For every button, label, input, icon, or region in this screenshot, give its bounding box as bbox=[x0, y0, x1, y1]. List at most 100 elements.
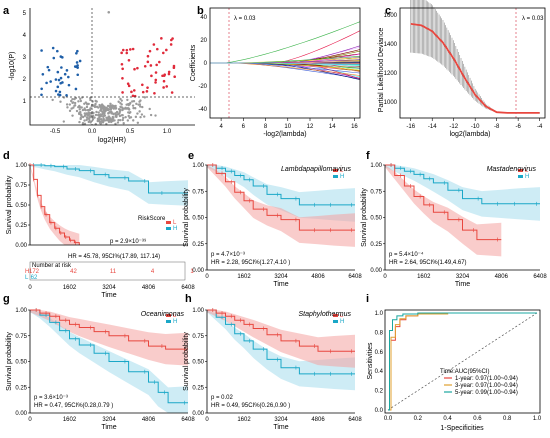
point bbox=[83, 102, 86, 106]
point bbox=[103, 119, 107, 122]
tick-label: 0.50 bbox=[15, 360, 27, 366]
survival-curve bbox=[30, 164, 80, 245]
point bbox=[155, 47, 159, 51]
tick-label: 1602 bbox=[237, 417, 251, 423]
point bbox=[100, 113, 104, 116]
point bbox=[93, 104, 97, 108]
point bbox=[121, 118, 124, 122]
tick-label: 1.00 bbox=[370, 163, 382, 169]
point bbox=[129, 101, 132, 105]
point bbox=[97, 106, 100, 109]
tick-label: 4806 bbox=[495, 274, 509, 280]
point bbox=[162, 86, 165, 89]
tick-label: 6408 bbox=[348, 417, 362, 423]
legend-title: Time:AUC(95%CI) bbox=[440, 369, 489, 375]
panel-title: Staphylothermus bbox=[298, 311, 351, 318]
point bbox=[89, 98, 92, 102]
point bbox=[121, 67, 124, 71]
point bbox=[68, 103, 72, 106]
point bbox=[61, 81, 64, 84]
point bbox=[152, 43, 156, 46]
point bbox=[143, 64, 147, 68]
point bbox=[99, 120, 103, 124]
point bbox=[114, 114, 118, 118]
point bbox=[121, 76, 124, 80]
point bbox=[106, 107, 110, 111]
point bbox=[114, 122, 117, 126]
y-axis-label: Survival probability bbox=[6, 175, 13, 234]
point bbox=[161, 51, 165, 55]
point bbox=[110, 106, 114, 110]
point bbox=[63, 72, 67, 76]
point bbox=[75, 61, 79, 64]
legend-swatch-h bbox=[518, 175, 523, 178]
tick-label: 1.00 bbox=[15, 163, 27, 169]
tick-label: 0.5 bbox=[126, 129, 135, 135]
point bbox=[154, 114, 157, 117]
point bbox=[99, 115, 103, 118]
point bbox=[49, 80, 52, 83]
point bbox=[76, 64, 79, 67]
point bbox=[65, 69, 69, 72]
y-axis-label: Partial Likelihood Deviance bbox=[378, 28, 385, 113]
ci-band bbox=[385, 165, 502, 257]
point bbox=[167, 72, 171, 76]
tick-label: 6408 bbox=[348, 274, 362, 280]
panel-label-c: c bbox=[385, 5, 391, 17]
tick-label: 1.0 bbox=[533, 416, 542, 422]
panel-d: 0.00 0.25 0.50 0.75 1.00 0 1602 3204 4806 6408 Tim… bbox=[6, 163, 195, 299]
point bbox=[66, 106, 69, 109]
point bbox=[87, 114, 90, 117]
tick-label: 0 bbox=[205, 274, 209, 280]
legend-label-l: L bbox=[173, 313, 177, 319]
p-value: p = 5.4×10⁻⁴ bbox=[389, 251, 424, 258]
legend-label-l: L bbox=[340, 313, 344, 319]
point bbox=[122, 122, 125, 125]
point bbox=[114, 106, 118, 110]
point bbox=[62, 96, 66, 99]
axis-a bbox=[29, 8, 195, 126]
tick-label: 0.00 bbox=[370, 268, 382, 274]
point bbox=[78, 108, 81, 111]
point bbox=[71, 97, 74, 101]
point bbox=[118, 108, 122, 111]
legend-swatch-h bbox=[333, 175, 338, 178]
legend-swatch-l bbox=[518, 169, 523, 172]
panel-b: λ = 0.03 4 6 8 10 12 14 16 -40 -20 0 20 40 -lo… bbox=[190, 7, 361, 138]
legend-swatch-l bbox=[333, 314, 338, 317]
legend-label-l: L bbox=[525, 168, 529, 174]
panel-a: -0.5 0.0 0.5 1.0 1 2 3 4 5 log2(HR) -log… bbox=[9, 8, 195, 144]
point bbox=[79, 97, 82, 101]
point bbox=[89, 121, 92, 124]
point bbox=[71, 114, 74, 117]
x-axis-label: 1-Specificities bbox=[440, 425, 484, 432]
point bbox=[56, 49, 59, 53]
point bbox=[81, 108, 85, 112]
point bbox=[117, 118, 120, 122]
point bbox=[169, 43, 173, 46]
tick-label: -6 bbox=[515, 124, 521, 130]
point bbox=[85, 118, 88, 122]
point bbox=[51, 98, 54, 102]
risk-count: 1 bbox=[190, 269, 194, 275]
point bbox=[155, 63, 158, 67]
point bbox=[113, 119, 116, 122]
risk-row-label-h: H bbox=[25, 269, 29, 275]
tick-label: 1600 bbox=[384, 13, 398, 19]
tick-label: 4 bbox=[219, 124, 223, 130]
point bbox=[79, 117, 82, 121]
tick-label: 0.0 bbox=[375, 408, 384, 414]
point bbox=[67, 83, 71, 87]
point bbox=[126, 98, 129, 102]
point bbox=[62, 120, 65, 123]
tick-label: 0.8 bbox=[503, 416, 512, 422]
point bbox=[65, 94, 68, 97]
legend-label-h: H bbox=[173, 319, 177, 325]
point bbox=[136, 112, 139, 115]
legend-label: 5-year: 0.99(1.00~0.94) bbox=[455, 390, 518, 396]
point bbox=[51, 46, 55, 50]
point bbox=[78, 120, 81, 124]
tick-label: 0.00 bbox=[15, 243, 27, 249]
point bbox=[131, 100, 134, 103]
